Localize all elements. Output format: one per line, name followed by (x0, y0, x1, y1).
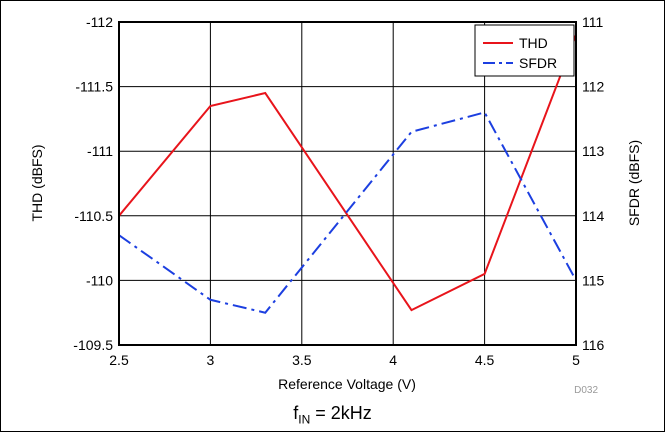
x-tick-label: 5 (572, 352, 580, 368)
x-tick-label: 3 (207, 352, 215, 368)
legend-label-sfdr: SFDR (519, 55, 557, 71)
y-left-tick-label: -110.5 (74, 208, 113, 224)
y-right-tick-label: 115 (582, 272, 605, 288)
y-right-tick-label: 111 (582, 14, 603, 30)
caption-subscript: IN (298, 412, 311, 427)
x-tick-label: 4.5 (475, 352, 495, 368)
x-axis-title: Reference Voltage (V) (278, 376, 416, 392)
y-left-tick-label: -111 (87, 143, 113, 159)
x-tick-label: 3.5 (292, 352, 312, 368)
y-left-tick-label: -109.5 (73, 337, 113, 353)
series-line-thd (118, 34, 577, 312)
figure-code: D032 (574, 385, 598, 396)
y-left-axis-title: THD (dBFS) (29, 145, 45, 222)
y-right-tick-labels: 111 112 113 114 115 116 (582, 14, 605, 353)
y-right-tick-label: 113 (582, 143, 605, 159)
y-right-tick-label: 112 (582, 79, 605, 95)
chart-caption: fIN = 2kHz (0, 403, 665, 427)
y-left-tick-labels: -112 -111.5 -111 -110.5 -110 -109.5 (73, 14, 113, 353)
plot-border (118, 21, 577, 346)
caption-f: f (293, 403, 299, 423)
series-layer (118, 34, 577, 314)
x-tick-labels: 2.5 3 3.5 4 4.5 5 (109, 352, 580, 368)
y-left-tick-label: -111.5 (75, 79, 113, 95)
y-right-tick-label: 114 (582, 208, 605, 224)
y-right-axis-title: SFDR (dBFS) (626, 140, 642, 226)
legend-label-thd: THD (519, 35, 548, 51)
y-left-tick-label: -110 (86, 272, 113, 288)
y-left-tick-label: -112 (86, 14, 113, 30)
series-line-sfdr (118, 111, 577, 314)
x-tick-label: 4 (389, 352, 397, 368)
caption-value: = 2kHz (310, 403, 372, 423)
legend: THD SFDR (474, 24, 575, 77)
x-tick-label: 2.5 (109, 352, 129, 368)
chart: 2.5 3 3.5 4 4.5 5 -112 -111.5 -111 -110.5 -110 -10… (29, 14, 642, 396)
legend-box (474, 24, 575, 77)
y-right-tick-label: 116 (582, 337, 605, 353)
